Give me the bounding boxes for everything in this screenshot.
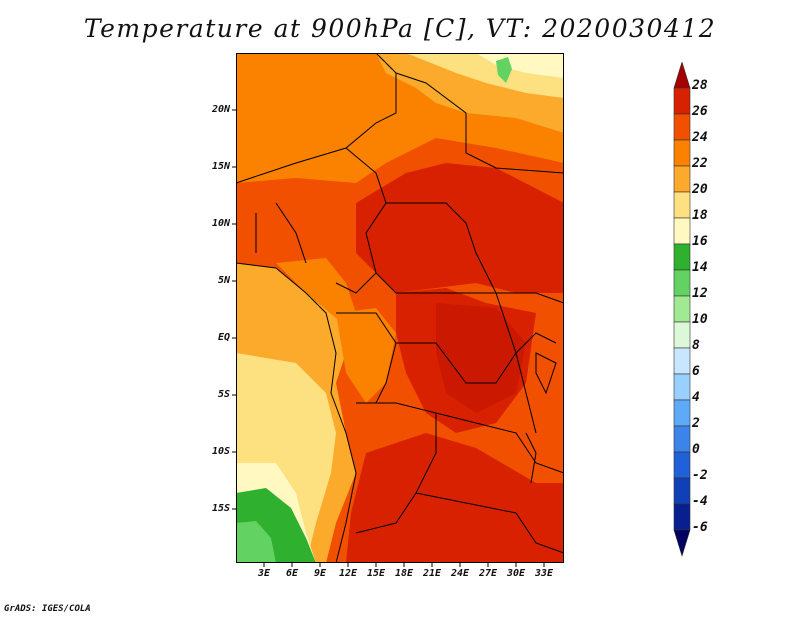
colorbar-swatch bbox=[673, 87, 691, 115]
colorbar-swatch bbox=[673, 217, 691, 245]
colorbar-label: 4 bbox=[692, 390, 700, 405]
colorbar-label: 20 bbox=[692, 182, 708, 197]
colorbar-label: 26 bbox=[692, 104, 708, 119]
lon-label: 12E bbox=[338, 568, 358, 579]
lon-label: 33E bbox=[534, 568, 554, 579]
map-border bbox=[236, 53, 564, 563]
colorbar-swatch bbox=[673, 321, 691, 349]
field-gabon-24 bbox=[336, 308, 396, 403]
colorbar-swatch bbox=[673, 165, 691, 193]
lat-label: 15S bbox=[211, 503, 230, 514]
colorbar-swatch bbox=[673, 113, 691, 141]
colorbar-label: -4 bbox=[692, 494, 708, 509]
field-congo-26 bbox=[396, 288, 536, 433]
map-title: Temperature at 900hPa [C], VT: 202003041… bbox=[83, 14, 717, 43]
field-north-green bbox=[496, 57, 512, 83]
colorbar-label: 6 bbox=[692, 364, 700, 379]
colorbar-swatch bbox=[673, 139, 691, 167]
colorbar-label: 24 bbox=[692, 130, 708, 145]
lon-label: 15E bbox=[366, 568, 386, 579]
colorbar-label: 2 bbox=[692, 416, 700, 431]
field-atlantic-12 bbox=[236, 521, 276, 563]
lon-label: 24E bbox=[450, 568, 470, 579]
colorbar-label: 14 bbox=[692, 260, 708, 275]
lon-label: 27E bbox=[478, 568, 498, 579]
colorbar-label: 10 bbox=[692, 312, 708, 327]
lon-label: 21E bbox=[422, 568, 442, 579]
colorbar-swatch bbox=[673, 191, 691, 219]
lon-label: 3E bbox=[257, 568, 271, 579]
footer-credit: GrADS: IGES/COLA bbox=[4, 604, 91, 614]
lon-label: 6E bbox=[285, 568, 299, 579]
colorbar-swatch bbox=[673, 295, 691, 323]
colorbar-swatch bbox=[673, 399, 691, 427]
lat-label: 10S bbox=[211, 446, 230, 457]
colorbar-label: 8 bbox=[692, 338, 700, 353]
colorbar bbox=[673, 62, 691, 558]
lat-label: 20N bbox=[211, 104, 230, 115]
colorbar-swatch bbox=[673, 269, 691, 297]
lat-label: 5S bbox=[217, 389, 230, 400]
colorbar-swatch bbox=[673, 477, 691, 505]
colorbar-swatch bbox=[673, 373, 691, 401]
lat-label: 15N bbox=[211, 161, 230, 172]
colorbar-label: 16 bbox=[692, 234, 708, 249]
colorbar-swatch bbox=[673, 347, 691, 375]
colorbar-label: -6 bbox=[692, 520, 708, 535]
field-congo-28 bbox=[436, 303, 526, 413]
colorbar-swatch bbox=[673, 529, 691, 558]
temperature-field bbox=[236, 53, 564, 563]
lon-label: 9E bbox=[313, 568, 327, 579]
colorbar-label: 12 bbox=[692, 286, 708, 301]
lat-label: 5N bbox=[217, 275, 230, 286]
colorbar-label: 28 bbox=[692, 78, 708, 93]
lon-label: 18E bbox=[394, 568, 414, 579]
lon-label: 30E bbox=[506, 568, 526, 579]
colorbar-swatch bbox=[673, 243, 691, 271]
colorbar-label: 0 bbox=[692, 442, 700, 457]
colorbar-label: 22 bbox=[692, 156, 708, 171]
colorbar-swatch bbox=[673, 503, 691, 531]
lat-label: 10N bbox=[211, 218, 230, 229]
field-guinea-22 bbox=[276, 258, 356, 318]
colorbar-swatch bbox=[673, 425, 691, 453]
colorbar-swatch bbox=[673, 451, 691, 479]
field-north-16 bbox=[476, 53, 564, 78]
field-south-26 bbox=[346, 433, 564, 563]
lat-label: EQ bbox=[217, 332, 230, 343]
country-borders bbox=[236, 53, 564, 563]
colorbar-label: -2 bbox=[692, 468, 708, 483]
field-center-26 bbox=[356, 163, 564, 293]
colorbar-label: 18 bbox=[692, 208, 708, 223]
colorbar-swatch bbox=[673, 62, 691, 89]
temperature-map bbox=[236, 53, 564, 563]
